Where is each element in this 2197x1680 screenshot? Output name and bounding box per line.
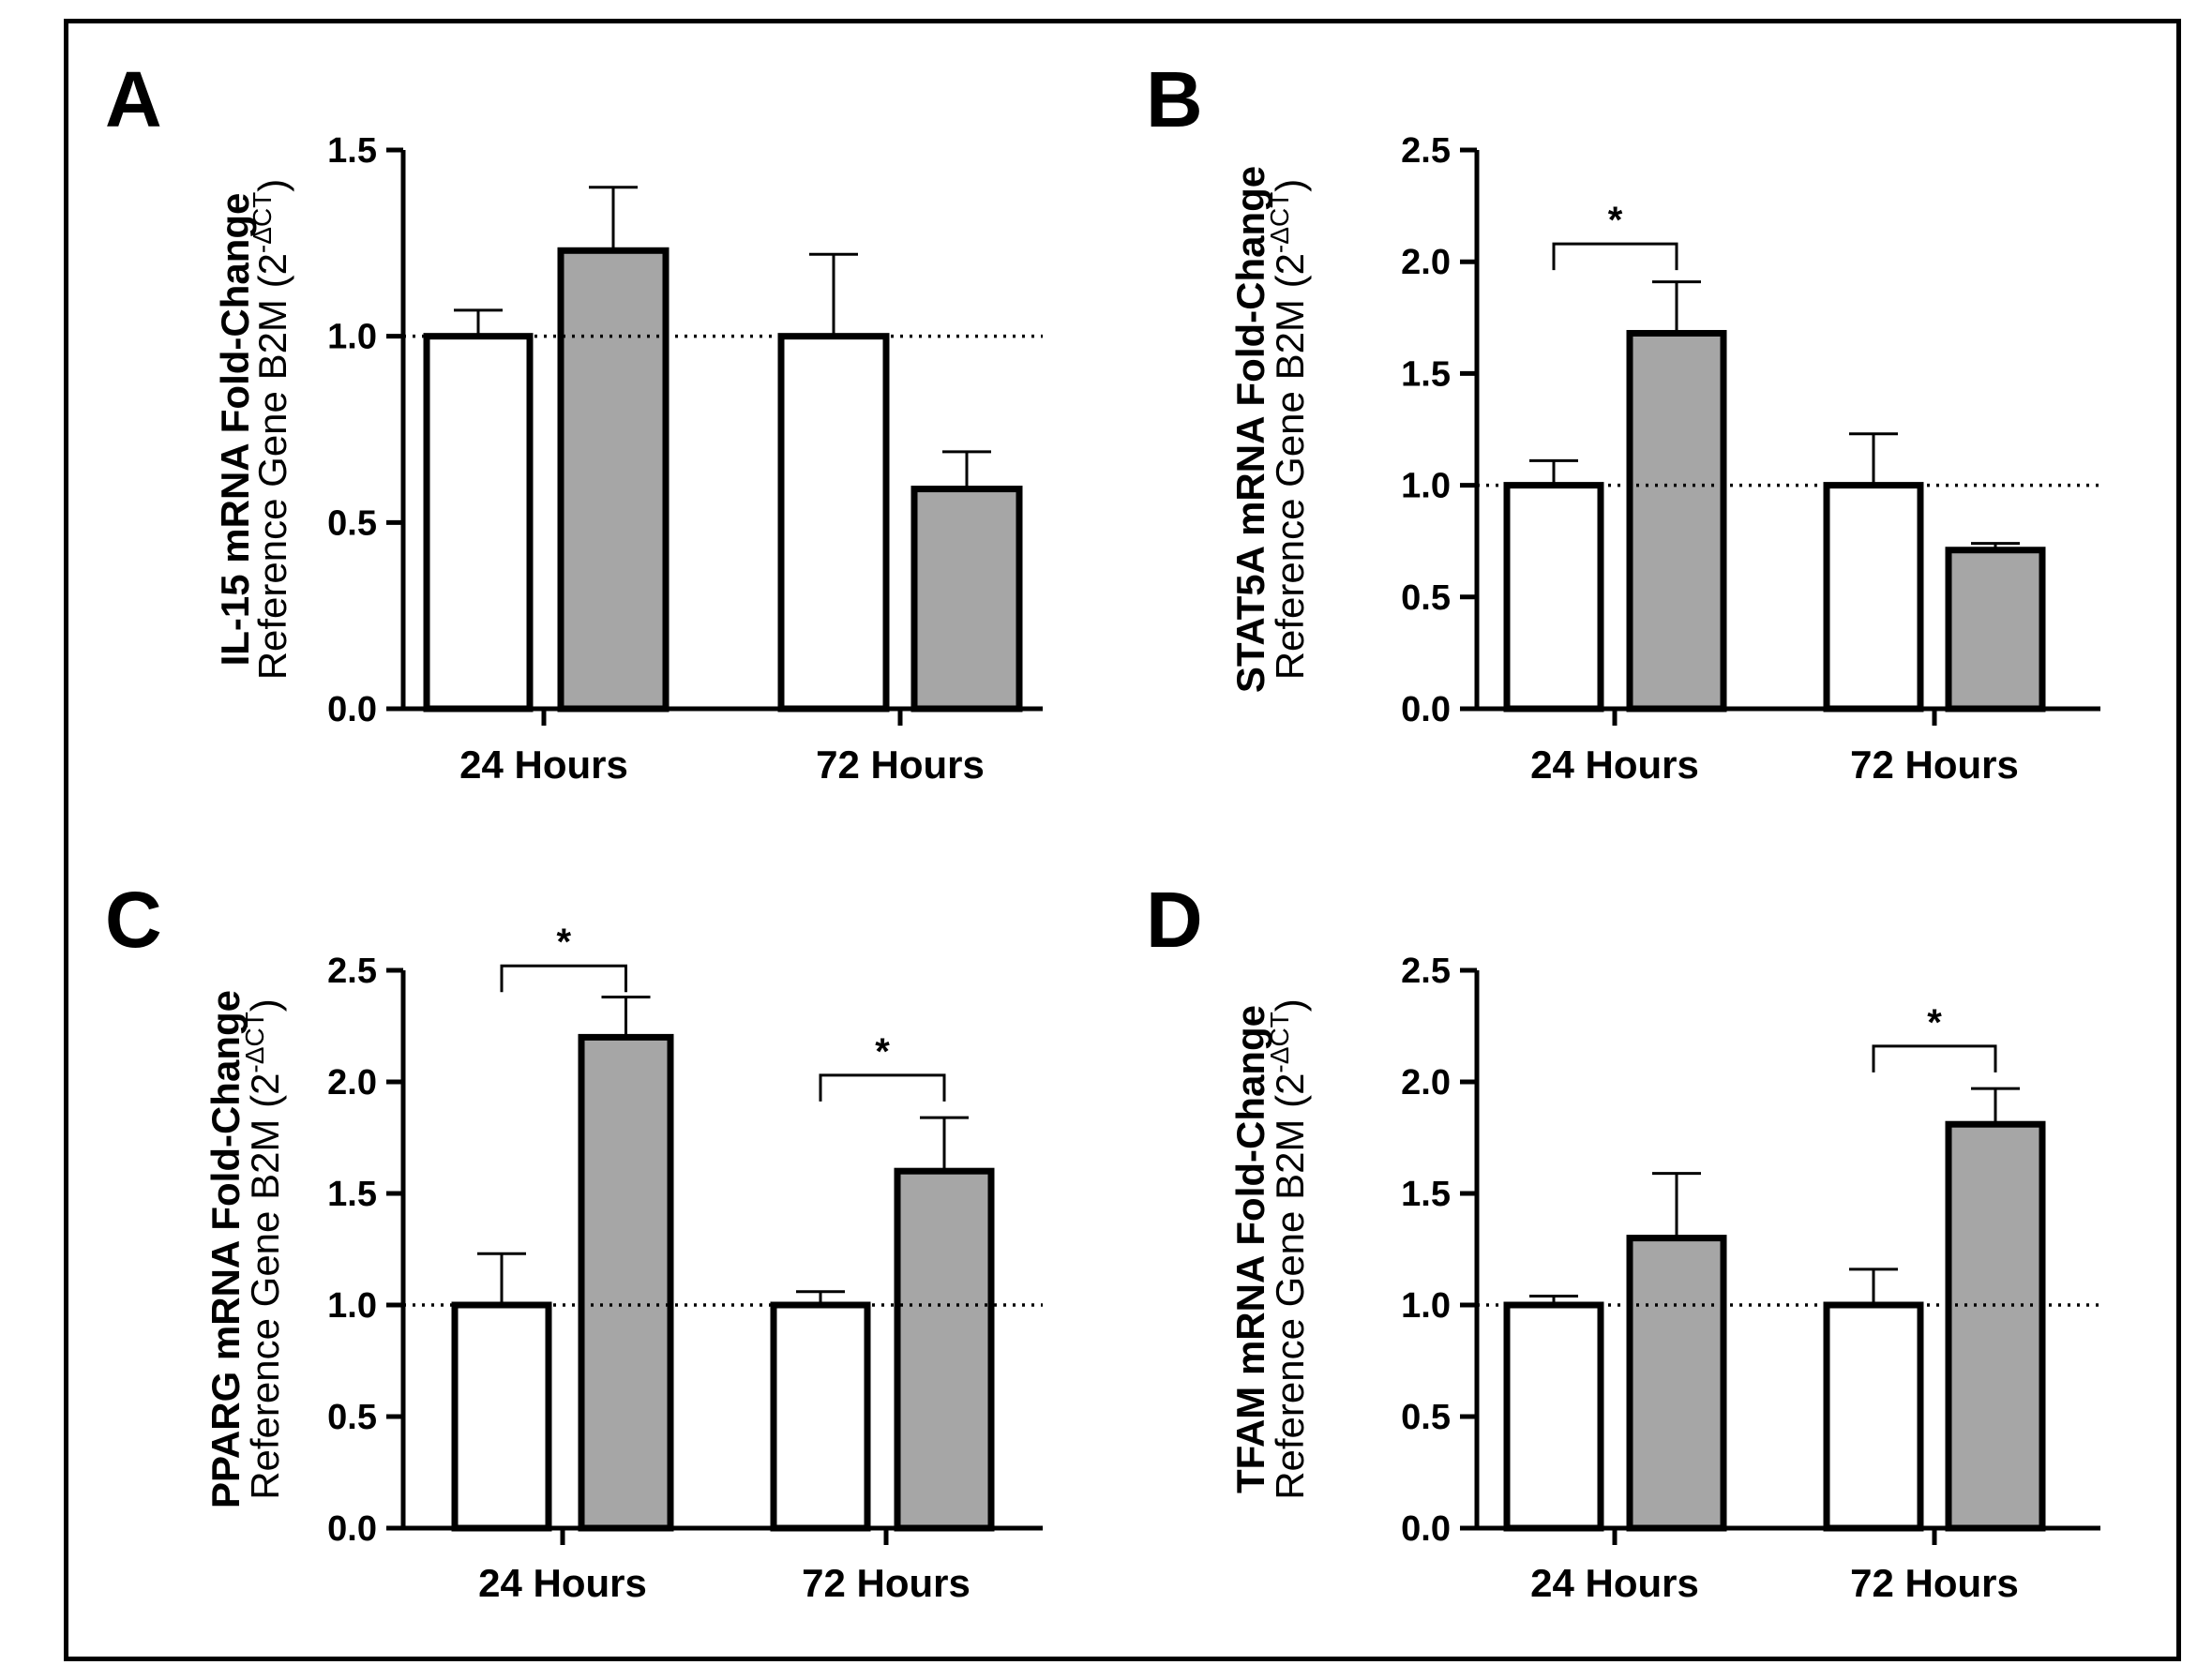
significance-bracket — [819, 1073, 946, 1102]
significance-star: * — [1608, 200, 1623, 241]
y-tick-label: 1.5 — [327, 131, 377, 171]
panel-C: C 0.0 0.5 1.0 1.5 2.0 2.5 PPARG mRNA Fold-Chang… — [105, 876, 1043, 1605]
y-axis-subtitle-close: ) — [1268, 998, 1312, 1012]
x-tick-label: 72 Hours — [802, 1561, 971, 1605]
bar-control — [777, 333, 890, 712]
y-axis-title: STAT5A mRNA Fold-Change — [1228, 166, 1272, 693]
panel-D: D 0.0 0.5 1.0 1.5 2.0 2.5 TFAM mRNA Fold-Change… — [1146, 876, 2100, 1605]
y-axis-subtitle: Reference Gene B2M (2-ΔCT) — [1265, 179, 1312, 681]
bar-control — [1823, 482, 1924, 712]
y-tick-label: 0.5 — [1401, 578, 1451, 618]
panel-A: A 0.0 0.5 1.0 1.5 IL-15 mRNA Fold-ChangeRefer… — [105, 55, 1043, 787]
bar-treatment — [910, 486, 1023, 712]
bar-treatment — [1626, 329, 1727, 712]
significance-bracket — [1552, 242, 1678, 271]
y-axis-subtitle-text: Reference Gene B2M (2 — [250, 253, 294, 680]
panel-B: B 0.0 0.5 1.0 1.5 2.0 2.5 STAT5A mRNA Fold-Chan… — [1146, 55, 2100, 787]
y-axis-subtitle-superscript: -ΔCT — [1265, 1012, 1294, 1072]
x-tick-label: 24 Hours — [459, 742, 628, 787]
panel-letter: A — [105, 55, 162, 143]
y-tick-label: 2.5 — [1401, 131, 1451, 171]
y-tick-label: 1.0 — [327, 1286, 377, 1326]
significance-bracket — [500, 964, 627, 993]
y-tick-label: 1.0 — [327, 318, 377, 357]
y-tick-label: 1.5 — [1401, 1175, 1451, 1214]
bar-treatment — [1945, 547, 2046, 712]
bar-control — [451, 1301, 552, 1532]
y-axis-subtitle-superscript: -ΔCT — [1265, 192, 1294, 253]
y-axis-subtitle-superscript: -ΔCT — [240, 1012, 269, 1072]
bar-control — [1503, 1301, 1604, 1532]
y-axis-subtitle-text: Reference Gene B2M (2 — [1268, 1073, 1312, 1500]
y-axis-subtitle: Reference Gene B2M (2-ΔCT) — [248, 179, 294, 681]
y-axis-subtitle-text: Reference Gene B2M (2 — [1268, 253, 1312, 680]
y-axis-subtitle-superscript: -ΔCT — [248, 192, 277, 253]
bar-treatment — [1945, 1120, 2046, 1532]
y-axis-title: TFAM mRNA Fold-Change — [1228, 1005, 1272, 1493]
y-axis-subtitle-close: ) — [1268, 179, 1312, 192]
y-tick-label: 2.0 — [1401, 243, 1451, 282]
x-tick-label: 72 Hours — [1850, 1561, 2019, 1605]
x-tick-label: 72 Hours — [1850, 742, 2019, 787]
bar-treatment — [578, 1033, 674, 1532]
y-tick-label: 1.5 — [1401, 354, 1451, 394]
panel-letter: B — [1146, 55, 1203, 143]
y-tick-label: 0.5 — [327, 1398, 377, 1437]
y-tick-label: 2.0 — [1401, 1063, 1451, 1102]
bar-control — [1503, 482, 1604, 712]
y-tick-label: 2.5 — [1401, 952, 1451, 991]
y-tick-label: 1.0 — [1401, 467, 1451, 506]
bar-control — [770, 1301, 871, 1532]
y-tick-label: 0.5 — [327, 503, 377, 543]
x-tick-label: 24 Hours — [478, 1561, 647, 1605]
x-tick-label: 24 Hours — [1530, 1561, 1699, 1605]
y-tick-label: 1.0 — [1401, 1286, 1451, 1326]
significance-star: * — [1927, 1002, 1942, 1043]
y-axis-subtitle-close: ) — [243, 998, 287, 1012]
figure-frame — [64, 19, 2181, 1661]
y-axis-subtitle: Reference Gene B2M (2-ΔCT) — [240, 998, 287, 1500]
significance-bracket — [1872, 1044, 1997, 1072]
bar-treatment — [557, 247, 670, 712]
y-tick-label: 0.0 — [1401, 1509, 1451, 1549]
y-axis-title: PPARG mRNA Fold-Change — [203, 990, 248, 1508]
panel-letter: D — [1146, 876, 1203, 964]
y-axis-title: IL-15 mRNA Fold-Change — [213, 193, 257, 667]
bar-treatment — [894, 1167, 995, 1532]
y-axis-subtitle: Reference Gene B2M (2-ΔCT) — [1265, 998, 1312, 1500]
y-tick-label: 0.0 — [1401, 690, 1451, 729]
y-axis-subtitle-text: Reference Gene B2M (2 — [243, 1073, 287, 1500]
x-tick-label: 24 Hours — [1530, 742, 1699, 787]
bar-control — [423, 333, 534, 712]
y-axis-subtitle-close: ) — [250, 179, 294, 192]
bar-control — [1823, 1301, 1924, 1532]
y-tick-label: 2.0 — [327, 1063, 377, 1102]
significance-star: * — [556, 922, 571, 963]
y-tick-label: 0.5 — [1401, 1398, 1451, 1437]
bar-treatment — [1626, 1235, 1727, 1532]
significance-star: * — [875, 1031, 890, 1072]
x-tick-label: 72 Hours — [816, 742, 985, 787]
y-tick-label: 2.5 — [327, 952, 377, 991]
y-tick-label: 1.5 — [327, 1175, 377, 1214]
y-tick-label: 0.0 — [327, 1509, 377, 1549]
panel-letter: C — [105, 876, 162, 964]
y-tick-label: 0.0 — [327, 690, 377, 729]
